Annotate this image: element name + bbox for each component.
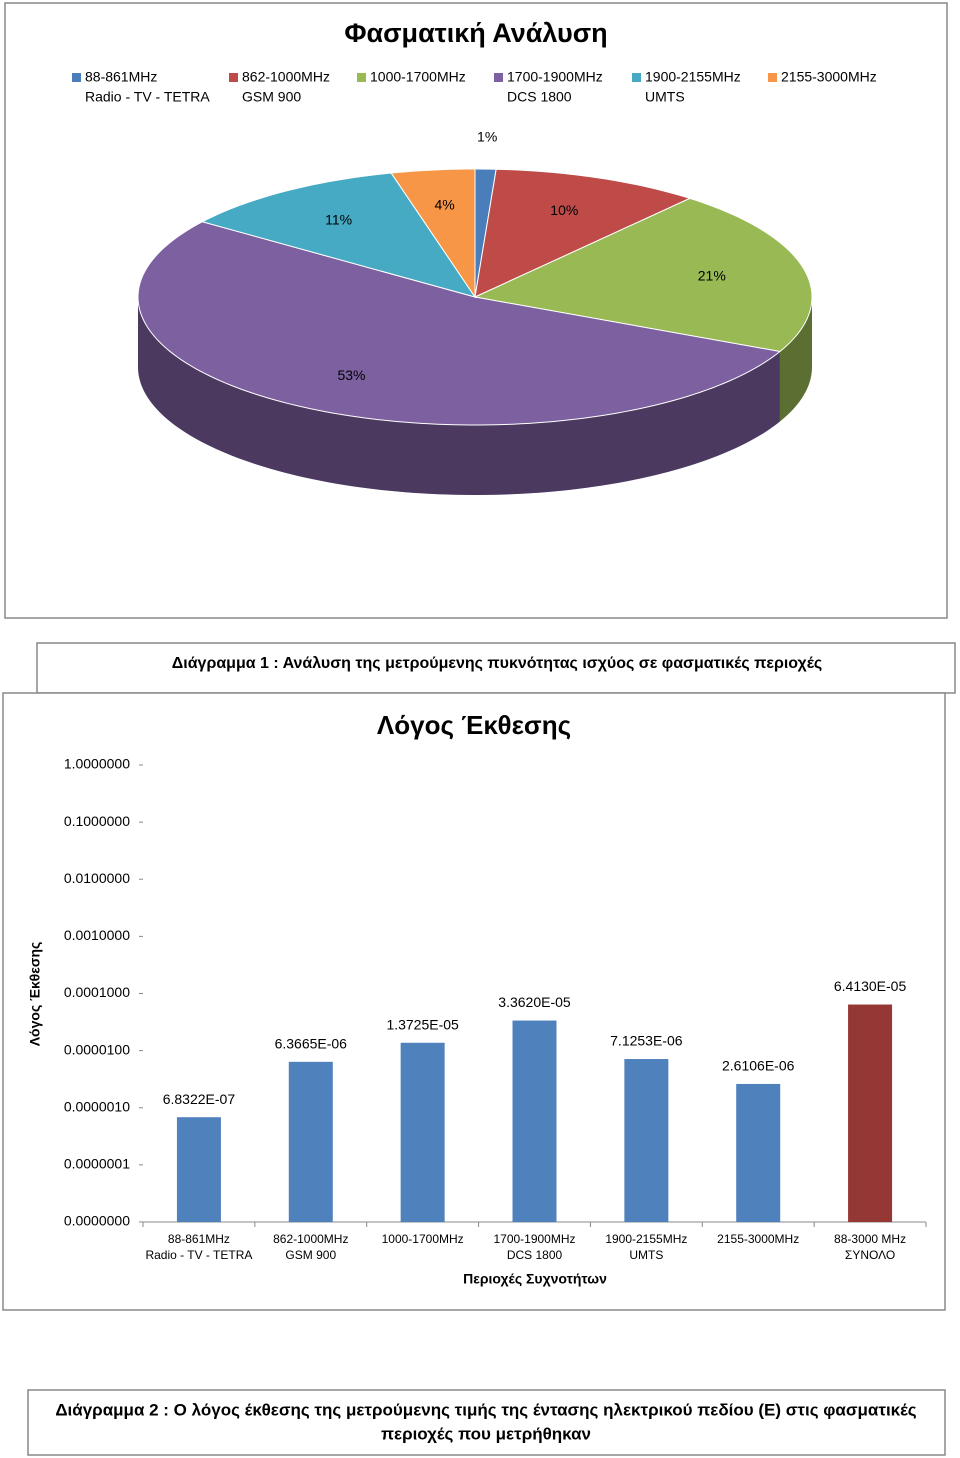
legend-label: DCS 1800 — [507, 89, 572, 105]
y-tick-label: 0.0000010 — [64, 1098, 130, 1114]
data-label: 6.4130E-05 — [834, 978, 907, 994]
x-tick-label: GSM 900 — [285, 1248, 336, 1262]
bar — [736, 1083, 781, 1222]
bar — [288, 1061, 333, 1222]
y-tick-label: 0.0000100 — [64, 1041, 130, 1057]
pie-slice — [200, 172, 477, 298]
x-tick-label: 1900-2155MHz — [605, 1232, 687, 1246]
legend-swatch — [768, 73, 777, 82]
bar — [512, 1020, 557, 1222]
data-label: 10% — [550, 202, 578, 218]
x-tick-label: DCS 1800 — [507, 1248, 563, 1262]
pie-slice — [473, 197, 813, 353]
caption-frame — [36, 642, 956, 694]
caption-frame — [27, 1389, 946, 1456]
data-label: 7.1253E-06 — [610, 1033, 683, 1049]
data-label: 3.3620E-05 — [498, 994, 571, 1010]
bar — [624, 1059, 669, 1222]
y-tick-label: 1.0000000 — [64, 756, 130, 772]
x-tick-label: 88-861MHz — [168, 1232, 230, 1246]
legend-label: GSM 900 — [242, 89, 301, 105]
bar — [400, 1042, 445, 1222]
data-label: 1% — [477, 129, 497, 145]
x-tick-label: 1700-1900MHz — [493, 1232, 575, 1246]
x-tick-label: 88-3000 MHz — [834, 1232, 906, 1246]
x-tick-label: UMTS — [629, 1248, 663, 1262]
x-tick-label: 862-1000MHz — [273, 1232, 348, 1246]
pie-side-shade — [138, 297, 780, 495]
pie-side — [138, 297, 780, 495]
x-tick-label: 2155-3000MHz — [717, 1232, 799, 1246]
legend-label: Radio - TV - TETRA — [85, 89, 210, 105]
y-tick-label: 0.0001000 — [64, 984, 130, 1000]
pie-slice — [474, 168, 692, 298]
pie-slice — [390, 168, 476, 299]
legend-label: 1700-1900MHz — [507, 69, 603, 85]
bar — [176, 1117, 221, 1222]
bar — [848, 1004, 893, 1222]
legend-swatch — [229, 73, 238, 82]
y-tick-label: 0.0000001 — [64, 1156, 130, 1172]
data-label: 53% — [337, 367, 365, 383]
x-tick-label: Radio - TV - TETRA — [145, 1248, 252, 1262]
legend-swatch — [357, 73, 366, 82]
data-label: 6.3665E-06 — [275, 1036, 348, 1052]
legend-label: 1000-1700MHz — [370, 69, 466, 85]
caption: Διάγραμμα 1 : Ανάλυση της μετρούμενης πυ… — [172, 655, 822, 672]
legend-label: 88-861MHz — [85, 69, 157, 85]
data-label: 1.3725E-05 — [386, 1016, 459, 1032]
x-tick-label: ΣΥΝΟΛΟ — [845, 1248, 895, 1262]
data-label: 11% — [325, 211, 352, 227]
legend-swatch — [72, 73, 81, 82]
y-tick-label: 0.0010000 — [64, 927, 130, 943]
caption: Διάγραμμα 2 : Ο λόγος έκθεσης της μετρού… — [55, 1400, 916, 1419]
data-label: 4% — [434, 196, 454, 212]
bar-frame — [2, 692, 946, 1311]
y-axis-label: Λόγος Έκθεσης — [27, 942, 43, 1047]
y-tick-label: 0.1000000 — [64, 813, 130, 829]
data-label: 21% — [698, 268, 726, 284]
data-label: 6.8322E-07 — [163, 1091, 236, 1107]
x-axis-label: Περιοχές Συχνοτήτων — [463, 1271, 607, 1287]
pie-side — [779, 297, 812, 422]
pie-title: Φασματική Ανάλυση — [344, 18, 607, 48]
legend-label: 1900-2155MHz — [645, 69, 741, 85]
pie-slice — [137, 221, 782, 426]
pie-side-shade — [779, 297, 812, 422]
legend-swatch — [494, 73, 503, 82]
legend-label: UMTS — [645, 89, 685, 105]
y-tick-label: 0.0000000 — [64, 1213, 130, 1229]
legend-label: 862-1000MHz — [242, 69, 330, 85]
data-label: 2.6106E-06 — [722, 1058, 795, 1074]
legend-label: 2155-3000MHz — [781, 69, 877, 85]
x-tick-label: 1000-1700MHz — [382, 1232, 464, 1246]
legend-swatch — [632, 73, 641, 82]
y-tick-label: 0.0100000 — [64, 870, 130, 886]
bar-title: Λόγος Έκθεσης — [377, 710, 571, 740]
caption: περιοχές που μετρήθηκαν — [381, 1424, 591, 1443]
